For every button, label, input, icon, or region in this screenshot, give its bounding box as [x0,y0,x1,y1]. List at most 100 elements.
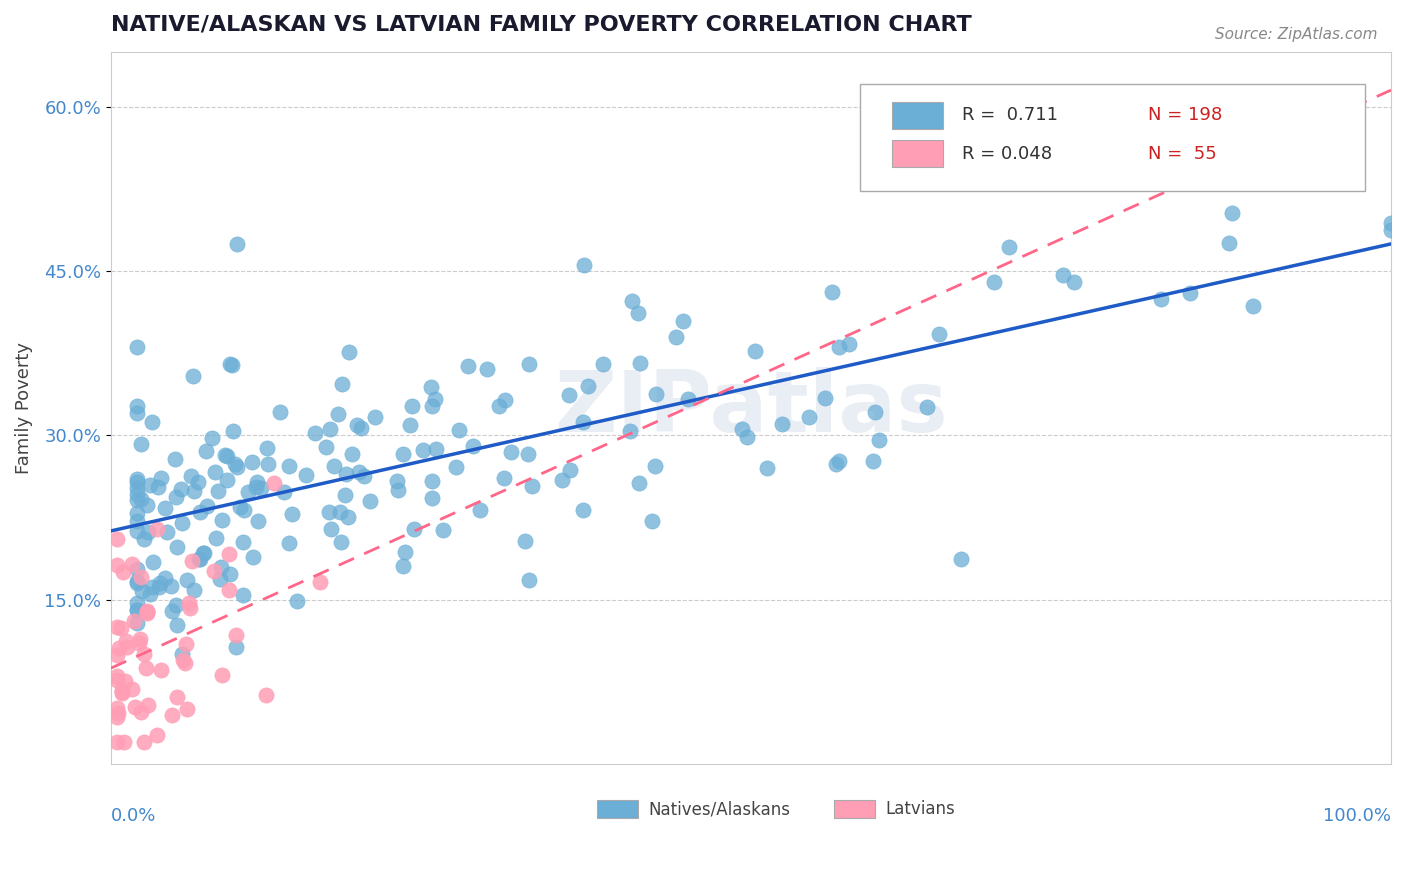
Point [444,460,467,475]
Point [665,330,688,344]
Point [136,698,159,712]
Point [346,418,368,433]
Point [115,640,138,654]
Point [211,668,233,682]
Point [105,700,128,714]
Point [105,710,128,724]
Point [1052,268,1074,283]
Point [111,683,134,698]
Point [136,524,159,539]
Text: ZIPatlas: ZIPatlas [554,367,948,450]
Point [997,240,1019,254]
Point [146,522,169,536]
Point [865,405,887,419]
Point [353,468,375,483]
Point [105,558,128,573]
Point [342,447,364,461]
Point [737,430,759,444]
Point [115,633,138,648]
Point [475,362,498,376]
Point [644,458,666,473]
Point [121,681,143,696]
Point [172,516,194,531]
Point [179,596,201,610]
Point [125,472,148,486]
Point [645,387,668,401]
Point [232,588,254,602]
Point [488,399,510,413]
Point [278,536,301,550]
Point [250,481,273,495]
Point [105,735,128,749]
Point [1063,275,1085,289]
Point [862,453,884,467]
Point [110,685,132,699]
Point [125,596,148,610]
Point [814,391,837,405]
Point [145,728,167,742]
Point [420,380,443,394]
Point [329,535,352,549]
Point [105,620,128,634]
Point [159,580,181,594]
Point [214,448,236,462]
Point [295,467,318,482]
Point [627,306,650,320]
Point [108,641,131,656]
FancyBboxPatch shape [891,102,943,128]
Point [572,415,595,429]
Point [129,570,152,584]
Point [457,359,479,373]
Point [828,340,851,354]
Point [412,443,434,458]
Point [187,552,209,566]
Point [557,387,579,401]
Point [112,735,135,749]
Point [1218,236,1240,251]
FancyBboxPatch shape [598,800,638,818]
Point [125,487,148,501]
Point [215,449,238,463]
Point [468,503,491,517]
Point [172,653,194,667]
Point [337,344,360,359]
FancyBboxPatch shape [834,800,875,818]
Point [522,479,544,493]
Point [136,498,159,512]
Point [519,573,541,587]
Point [928,326,950,341]
Point [180,469,202,483]
Point [225,640,247,654]
Point [574,258,596,272]
Point [125,615,148,630]
Point [240,455,263,469]
Point [125,514,148,528]
Point [246,514,269,528]
Point [402,522,425,536]
Point [799,409,821,424]
Point [218,583,240,598]
Point [136,605,159,619]
Point [124,700,146,714]
Point [105,669,128,683]
Point [399,418,422,433]
Point [217,474,239,488]
Point [225,236,247,251]
Point [222,424,245,438]
Point [447,423,470,437]
Point [242,549,264,564]
Point [148,580,170,594]
Point [110,621,132,635]
Point [494,392,516,407]
Point [107,706,129,720]
Point [166,540,188,554]
Point [232,535,254,549]
Point [285,594,308,608]
Point [150,470,173,484]
Point [333,488,356,502]
Point [228,500,250,514]
Point [148,576,170,591]
Point [132,532,155,546]
Point [180,554,202,568]
Point [432,524,454,538]
